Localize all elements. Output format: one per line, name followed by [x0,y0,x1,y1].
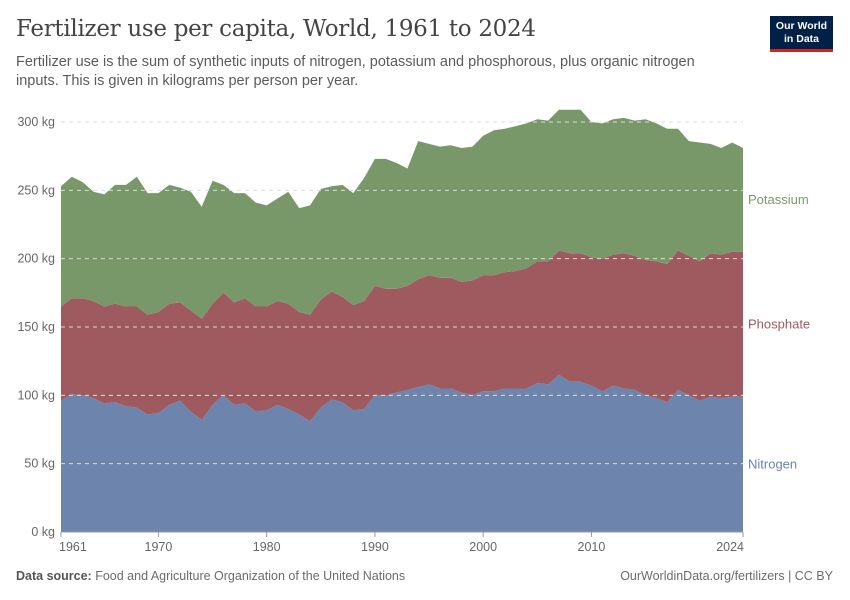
x-tick-label: 1961 [59,540,87,554]
legend-label-nitrogen: Nitrogen [748,456,797,471]
area-nitrogen [61,374,743,532]
legend-label-potassium: Potassium [748,192,809,207]
x-tick-label: 1990 [361,540,389,554]
owid-logo[interactable]: Our World in Data [770,16,833,52]
y-tick-label: 300 kg [17,115,55,129]
chart-subtitle: Fertilizer use is the sum of synthetic i… [16,54,695,89]
source-label: Data source: [16,569,92,583]
area-phosphate [61,250,743,422]
source-link[interactable]: OurWorldinData.org/fertilizers | CC BY [620,569,833,583]
x-tick-label: 2010 [578,540,606,554]
x-tick-label: 2024 [716,540,744,554]
x-tick-label: 1970 [145,540,173,554]
chart-title: Fertilizer use per capita, World, 1961 t… [16,16,536,42]
y-tick-label: 0 kg [31,525,55,539]
y-tick-label: 50 kg [24,457,55,471]
y-tick-label: 100 kg [17,388,55,402]
y-tick-label: 200 kg [17,252,55,266]
y-tick-label: 250 kg [17,183,55,197]
x-tick-label: 1980 [253,540,281,554]
data-source: Data source: Food and Agriculture Organi… [16,569,405,583]
y-tick-label: 150 kg [17,320,55,334]
x-tick-label: 2000 [469,540,497,554]
legend-label-phosphate: Phosphate [748,316,810,331]
area-potassium [61,109,743,319]
source-text: Food and Agriculture Organization of the… [95,569,406,583]
